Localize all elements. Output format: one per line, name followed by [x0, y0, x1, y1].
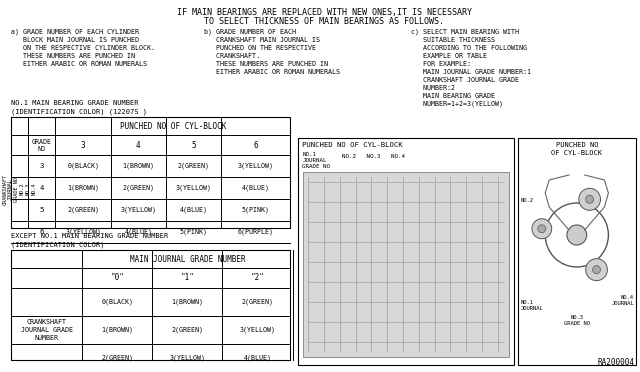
Bar	[11, 250, 291, 360]
Text: 1(BROWN): 1(BROWN)	[101, 327, 133, 333]
Text: MAIN JOURNAL GRADE NUMBER: MAIN JOURNAL GRADE NUMBER	[130, 254, 246, 263]
Text: 2(GREEN): 2(GREEN)	[67, 207, 99, 213]
Text: 5: 5	[191, 141, 196, 150]
Text: 3: 3	[40, 163, 44, 169]
Text: NO.1
JOURNAL
GRADE NO: NO.1 JOURNAL GRADE NO	[302, 152, 330, 169]
Text: 3(YELLOW): 3(YELLOW)	[170, 355, 205, 361]
Text: PUNCHED NO OF CYL-BLOCK: PUNCHED NO OF CYL-BLOCK	[302, 142, 403, 148]
Text: CRANKSHAFT
JOURNAL GRADE
NUMBER: CRANKSHAFT JOURNAL GRADE NUMBER	[20, 319, 72, 341]
Circle shape	[586, 259, 607, 280]
Text: a) GRADE NUMBER OF EACH CYLINDER
   BLOCK MAIN JOURNAL IS PUNCHED
   ON THE RESP: a) GRADE NUMBER OF EACH CYLINDER BLOCK M…	[11, 28, 155, 67]
Circle shape	[579, 188, 600, 210]
Bar	[303, 172, 509, 357]
Text: "0": "0"	[110, 273, 124, 282]
Text: c) SELECT MAIN BEARING WITH
   SUITABLE THICKNESS
   ACCORDING TO THE FOLLOWING
: c) SELECT MAIN BEARING WITH SUITABLE THI…	[411, 28, 531, 107]
Bar	[518, 138, 636, 365]
Text: "1": "1"	[180, 273, 194, 282]
Text: 1(BROWN): 1(BROWN)	[172, 299, 204, 305]
Bar	[11, 117, 291, 228]
Circle shape	[593, 266, 600, 274]
Text: 4(BLUE): 4(BLUE)	[242, 185, 270, 191]
Text: 3(YELLOW): 3(YELLOW)	[240, 327, 276, 333]
Text: NO.2   NO.3   NO.4: NO.2 NO.3 NO.4	[342, 154, 405, 159]
Text: 6: 6	[40, 229, 44, 235]
Text: 1(BROWN): 1(BROWN)	[122, 163, 154, 169]
Text: 4: 4	[40, 185, 44, 191]
Text: 3(YELLOW): 3(YELLOW)	[176, 185, 212, 191]
Text: PUNCHED NO OF CYL-BLOCK: PUNCHED NO OF CYL-BLOCK	[120, 122, 226, 131]
Text: IF MAIN BEARINGS ARE REPLACED WITH NEW ONES,IT IS NECESSARY: IF MAIN BEARINGS ARE REPLACED WITH NEW O…	[177, 8, 472, 17]
Text: b) GRADE NUMBER OF EACH
   CRANKSHAFT MAIN JOURNAL IS
   PUNCHED ON THE RESPECTI: b) GRADE NUMBER OF EACH CRANKSHAFT MAIN …	[204, 28, 340, 74]
Text: NO.2: NO.2	[520, 198, 534, 203]
Text: 4: 4	[136, 141, 141, 150]
Text: 2(GREEN): 2(GREEN)	[172, 327, 204, 333]
Text: 3(YELLOW): 3(YELLOW)	[65, 229, 101, 235]
Text: 5(PINK): 5(PINK)	[180, 229, 208, 235]
Text: 5: 5	[40, 207, 44, 213]
Text: (IDENTIFICATION COLOR): (IDENTIFICATION COLOR)	[11, 241, 104, 247]
Text: 3(YELLOW): 3(YELLOW)	[238, 163, 274, 169]
Text: RA200004: RA200004	[597, 358, 634, 367]
Text: 4(BLUE): 4(BLUE)	[124, 229, 152, 235]
Text: NO.1
JOURNAL: NO.1 JOURNAL	[520, 300, 543, 311]
Text: NO.1 MAIN BEARING GRADE NUMBER: NO.1 MAIN BEARING GRADE NUMBER	[11, 100, 138, 106]
Text: CRANKSHAFT
JOURNAL
GRADE NO
NO.2
NO.3
NO.4: CRANKSHAFT JOURNAL GRADE NO NO.2 NO.3 NO…	[3, 173, 36, 205]
Text: (IDENTIFICATION COLOR) (12207S ): (IDENTIFICATION COLOR) (12207S )	[11, 108, 147, 115]
Text: 5(PINK): 5(PINK)	[242, 207, 270, 213]
Text: 1(BROWN): 1(BROWN)	[67, 185, 99, 191]
Circle shape	[532, 219, 552, 239]
Text: 0(BLACK): 0(BLACK)	[67, 163, 99, 169]
Text: 3: 3	[81, 141, 85, 150]
Text: 6: 6	[253, 141, 258, 150]
Text: NO.4
JOURNAL: NO.4 JOURNAL	[611, 295, 634, 306]
Text: GRADE
NO: GRADE NO	[31, 138, 52, 151]
Text: 2(GREEN): 2(GREEN)	[122, 185, 154, 191]
Text: 4(BLUE): 4(BLUE)	[244, 355, 272, 361]
Circle shape	[586, 195, 593, 203]
Text: 4(BLUE): 4(BLUE)	[180, 207, 208, 213]
Text: EXCEPT NO.1 MAIN BEARING GRADE NUMBER: EXCEPT NO.1 MAIN BEARING GRADE NUMBER	[11, 233, 168, 239]
Text: PUNCHED NO
OF CYL-BLOCK: PUNCHED NO OF CYL-BLOCK	[551, 142, 602, 155]
Circle shape	[567, 225, 587, 245]
Text: 3(YELLOW): 3(YELLOW)	[120, 207, 156, 213]
Text: 2(GREEN): 2(GREEN)	[178, 163, 210, 169]
Text: TO SELECT THICKNESS OF MAIN BEARINGS AS FOLLOWS.: TO SELECT THICKNESS OF MAIN BEARINGS AS …	[204, 17, 444, 26]
Text: 2(GREEN): 2(GREEN)	[101, 355, 133, 361]
Text: 0(BLACK): 0(BLACK)	[101, 299, 133, 305]
Text: NO.3
GRADE NO: NO.3 GRADE NO	[564, 315, 590, 326]
Text: 2(GREEN): 2(GREEN)	[242, 299, 274, 305]
Text: "2": "2"	[251, 273, 265, 282]
Bar	[298, 138, 514, 365]
Text: 6(PURPLE): 6(PURPLE)	[238, 229, 274, 235]
Circle shape	[538, 225, 546, 233]
